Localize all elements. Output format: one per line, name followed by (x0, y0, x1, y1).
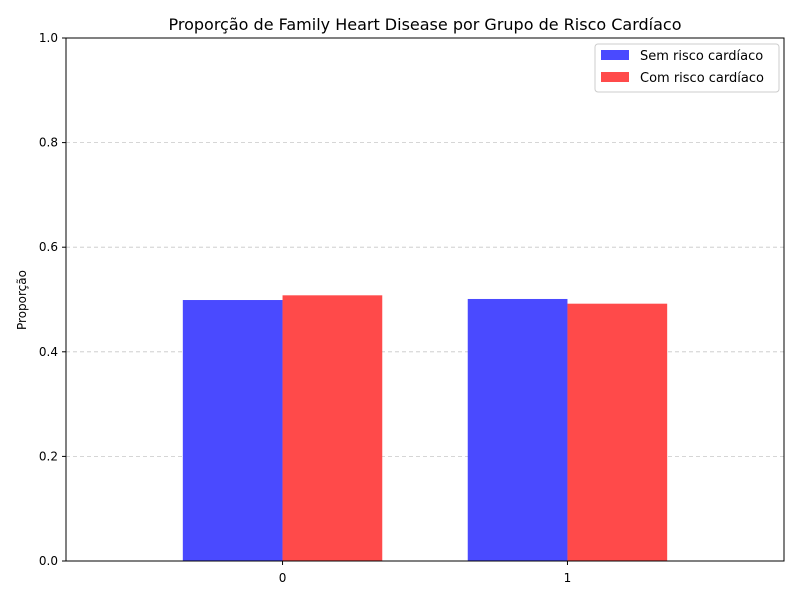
legend-box (594, 43, 780, 93)
bar-sem-risco-cat-0 (182, 300, 283, 561)
y-tick-label: 0.4 (39, 345, 58, 359)
y-axis: 0.0 0.2 0.4 0.6 0.8 1.0 (39, 31, 66, 568)
y-tick-label: 0.6 (39, 240, 58, 254)
y-tick-label: 0.8 (39, 136, 58, 150)
x-tick-label: 1 (564, 571, 572, 585)
bar-sem-risco-cat-1 (467, 298, 568, 561)
bar-com-risco-cat-0 (282, 295, 383, 561)
legend-label-com-risco: Com risco cardíaco (640, 71, 764, 86)
bars (182, 295, 668, 561)
legend-swatch-com-risco (601, 72, 629, 82)
x-tick-label: 0 (279, 571, 287, 585)
chart-title: Proporção de Family Heart Disease por Gr… (169, 15, 682, 34)
legend-label-sem-risco: Sem risco cardíaco (640, 49, 763, 64)
legend-swatch-sem-risco (601, 50, 629, 60)
bar-com-risco-cat-1 (567, 303, 668, 561)
y-tick-label: 1.0 (39, 31, 58, 45)
y-tick-label: 0.0 (39, 554, 58, 568)
plot-frame (65, 37, 785, 562)
legend: Sem risco cardíaco Com risco cardíaco (594, 43, 780, 93)
y-tick-label: 0.2 (39, 449, 58, 463)
y-axis-label: Proporção (15, 270, 29, 330)
